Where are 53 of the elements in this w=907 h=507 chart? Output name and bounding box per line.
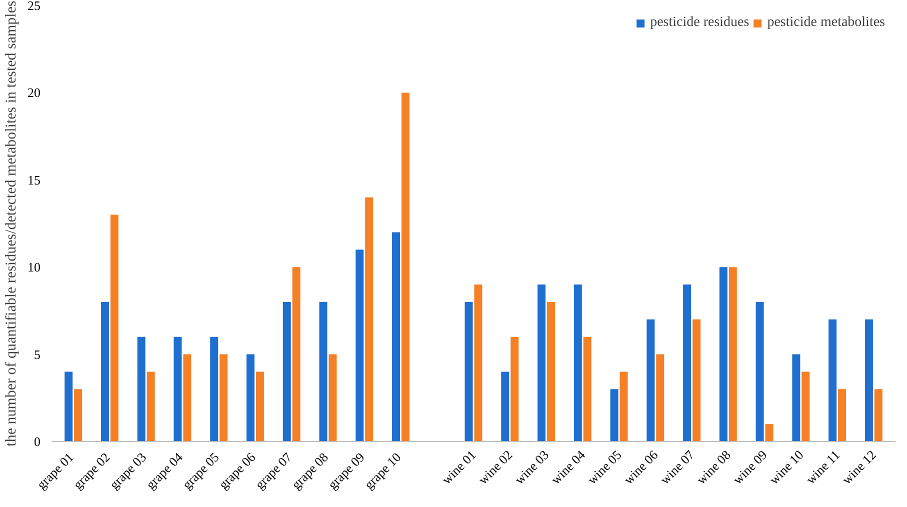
bar xyxy=(656,354,664,442)
bar xyxy=(282,302,291,442)
y-tick-label: 25 xyxy=(28,0,40,13)
bar xyxy=(792,354,800,442)
y-tick-label: 10 xyxy=(28,260,40,275)
bar xyxy=(510,336,519,442)
bar xyxy=(183,354,192,442)
y-axis-title: the number of quantifiable residues/detected metabolites in tested samples xyxy=(4,0,20,446)
legend-label: pesticide residues xyxy=(650,15,750,31)
bar xyxy=(646,319,655,442)
bar xyxy=(610,389,618,442)
bar xyxy=(319,302,328,442)
bar xyxy=(538,284,546,442)
bar xyxy=(583,336,592,442)
bar xyxy=(246,354,254,442)
bar xyxy=(838,389,846,442)
bar xyxy=(210,336,218,442)
bar xyxy=(64,372,73,442)
bar xyxy=(146,372,155,442)
bar xyxy=(392,232,400,442)
bar xyxy=(620,372,628,442)
bar xyxy=(546,302,555,442)
bar xyxy=(683,284,692,442)
bar xyxy=(692,319,701,442)
y-tick-label: 20 xyxy=(28,85,40,100)
bar xyxy=(719,267,728,442)
bar xyxy=(100,302,109,442)
bar xyxy=(110,214,118,442)
bar xyxy=(292,267,300,442)
bar xyxy=(365,197,374,442)
bar xyxy=(220,354,228,442)
bar xyxy=(356,250,364,442)
bar xyxy=(74,389,82,442)
bar xyxy=(828,319,837,442)
bar xyxy=(864,319,873,442)
bar xyxy=(174,336,182,442)
bar xyxy=(756,302,764,442)
bar xyxy=(501,372,510,442)
legend-label: pesticide metabolites xyxy=(767,15,885,31)
bar xyxy=(464,302,473,442)
bar xyxy=(256,372,264,442)
bar xyxy=(874,389,882,442)
bar xyxy=(802,372,810,442)
bar xyxy=(765,424,774,442)
bar xyxy=(474,284,482,442)
bar xyxy=(574,284,582,442)
bar xyxy=(401,92,410,442)
y-tick-label: 5 xyxy=(34,346,40,362)
bar xyxy=(328,354,337,442)
bar xyxy=(728,267,737,442)
y-tick-label: 15 xyxy=(28,172,40,188)
bar xyxy=(137,336,146,442)
y-tick-label: 0 xyxy=(34,434,40,449)
